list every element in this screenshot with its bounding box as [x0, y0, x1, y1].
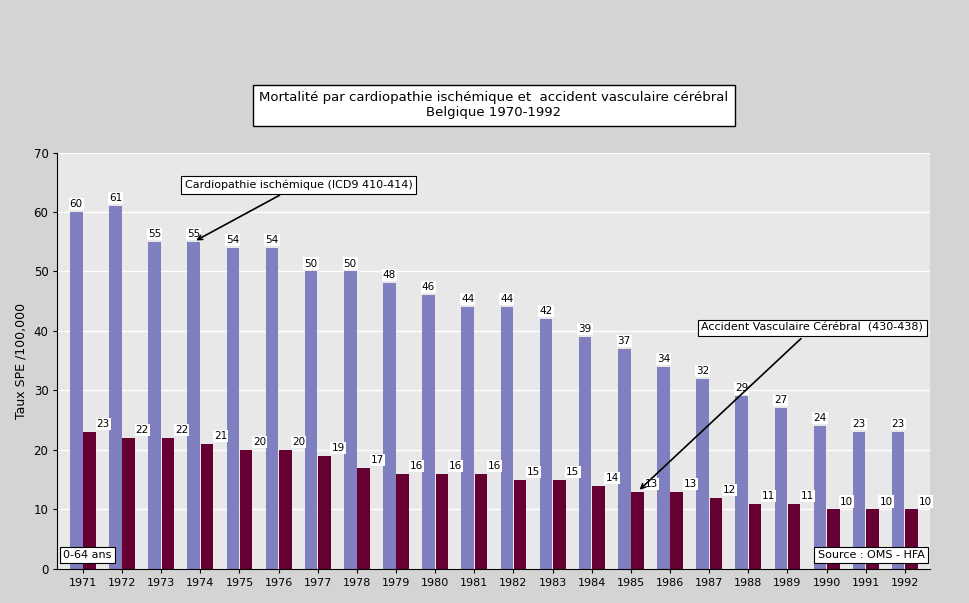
Text: 11: 11 [800, 491, 814, 500]
Bar [670, 491, 682, 569]
Bar [83, 432, 96, 569]
Text: 23: 23 [852, 419, 864, 429]
Bar [500, 307, 513, 569]
Text: 42: 42 [539, 306, 552, 316]
Text: 23: 23 [97, 419, 109, 429]
Text: 44: 44 [460, 294, 474, 305]
Bar [227, 248, 238, 569]
Text: 50: 50 [304, 259, 317, 268]
Bar [122, 438, 135, 569]
Bar [422, 295, 434, 569]
Bar [357, 468, 369, 569]
Bar [461, 307, 474, 569]
Text: 16: 16 [449, 461, 461, 471]
Bar [266, 248, 278, 569]
Bar [656, 367, 669, 569]
Bar [435, 474, 448, 569]
Text: 23: 23 [891, 419, 904, 429]
Bar [891, 432, 903, 569]
Text: 55: 55 [147, 229, 161, 239]
Bar [383, 283, 395, 569]
Text: 13: 13 [683, 479, 697, 488]
Text: 54: 54 [226, 235, 239, 245]
Text: 16: 16 [487, 461, 501, 471]
Text: 10: 10 [879, 496, 891, 507]
Text: Cardiopathie ischémique (ICD9 410-414): Cardiopathie ischémique (ICD9 410-414) [184, 180, 412, 239]
Text: 22: 22 [174, 425, 188, 435]
Text: Mortalité par cardiopathie ischémique et  accident vasculaire cérébral
Belgique : Mortalité par cardiopathie ischémique et… [259, 91, 728, 119]
Text: 0-64 ans: 0-64 ans [63, 550, 111, 560]
Bar [162, 438, 173, 569]
Text: 10: 10 [918, 496, 931, 507]
Bar [774, 408, 786, 569]
Bar [396, 474, 409, 569]
Text: 24: 24 [812, 413, 826, 423]
Bar [735, 396, 747, 569]
Bar [201, 444, 213, 569]
Text: 14: 14 [605, 473, 618, 483]
Bar [539, 319, 551, 569]
Text: 37: 37 [617, 336, 630, 346]
Bar [904, 510, 917, 569]
Text: 34: 34 [656, 354, 670, 364]
Text: 60: 60 [70, 199, 82, 209]
Text: 32: 32 [695, 365, 708, 376]
Bar [187, 242, 200, 569]
Bar [631, 491, 643, 569]
Text: 44: 44 [500, 294, 513, 305]
Bar [591, 485, 604, 569]
Text: 61: 61 [109, 193, 122, 203]
Bar [748, 504, 761, 569]
Bar [318, 456, 330, 569]
Bar [514, 480, 526, 569]
Text: 27: 27 [773, 396, 787, 405]
Bar [696, 379, 708, 569]
Bar [813, 426, 826, 569]
Text: Source : OMS - HFA: Source : OMS - HFA [817, 550, 923, 560]
Bar [617, 349, 630, 569]
Text: 46: 46 [422, 282, 435, 292]
Text: 12: 12 [722, 485, 735, 494]
Y-axis label: Taux SPE /100,000: Taux SPE /100,000 [15, 303, 28, 419]
Text: 50: 50 [343, 259, 357, 268]
Text: 10: 10 [839, 496, 853, 507]
Bar [70, 212, 82, 569]
Text: 20: 20 [292, 437, 305, 447]
Text: 54: 54 [266, 235, 278, 245]
Bar [109, 206, 121, 569]
Bar [787, 504, 799, 569]
Bar [827, 510, 838, 569]
Text: 15: 15 [566, 467, 578, 477]
Text: 29: 29 [735, 384, 747, 394]
Text: 16: 16 [409, 461, 422, 471]
Text: 48: 48 [383, 270, 395, 280]
Bar [304, 271, 317, 569]
Bar [344, 271, 357, 569]
Text: 13: 13 [644, 479, 657, 488]
Text: 55: 55 [187, 229, 200, 239]
Bar [474, 474, 486, 569]
Text: 11: 11 [762, 491, 774, 500]
Bar [709, 497, 721, 569]
Bar [239, 450, 252, 569]
Bar [852, 432, 864, 569]
Text: 20: 20 [253, 437, 266, 447]
Text: Accident Vasculaire Cérébral  (430-438): Accident Vasculaire Cérébral (430-438) [641, 323, 922, 488]
Text: 21: 21 [214, 431, 227, 441]
Bar [279, 450, 292, 569]
Text: 22: 22 [136, 425, 149, 435]
Text: 17: 17 [370, 455, 384, 465]
Bar [578, 337, 591, 569]
Bar [865, 510, 878, 569]
Bar [148, 242, 161, 569]
Text: 19: 19 [331, 443, 344, 453]
Text: 39: 39 [578, 324, 591, 334]
Bar [552, 480, 565, 569]
Text: 15: 15 [526, 467, 540, 477]
